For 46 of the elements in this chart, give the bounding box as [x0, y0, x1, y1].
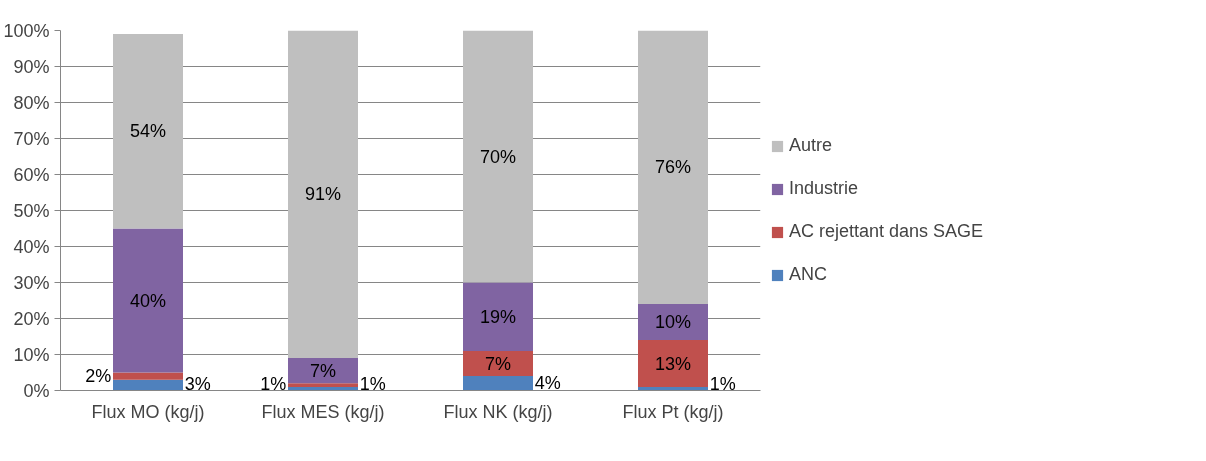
- data-label: 1%: [709, 374, 736, 395]
- data-label: 76%: [654, 157, 692, 178]
- y-tick-label: 20%: [13, 308, 50, 329]
- data-label: 1%: [260, 374, 287, 395]
- y-tick-label: 10%: [13, 344, 50, 365]
- data-label: 10%: [654, 312, 692, 333]
- data-label: 7%: [309, 360, 337, 381]
- x-tick-label: Flux MO (kg/j): [91, 401, 205, 422]
- y-tick-label: 40%: [13, 236, 50, 257]
- data-label: 7%: [484, 353, 512, 374]
- y-tick-label: 90%: [13, 56, 50, 77]
- data-label: 40%: [129, 290, 167, 311]
- bar: [113, 372, 183, 380]
- y-tick-label: 70%: [13, 128, 50, 149]
- bar: [113, 228, 183, 373]
- y-tick-label: 100%: [3, 20, 50, 41]
- data-label: 13%: [654, 353, 692, 374]
- x-tick-label: Flux Pt (kg/j): [622, 401, 724, 422]
- bar: [463, 282, 533, 351]
- legend-label: Autre: [789, 135, 833, 156]
- bar: [638, 30, 708, 305]
- bar: [113, 34, 183, 229]
- x-tick-label: Flux NK (kg/j): [443, 401, 553, 422]
- data-label: 1%: [359, 374, 386, 395]
- y-tick-label: 0%: [23, 380, 50, 401]
- bar: [288, 383, 358, 387]
- x-tick-label: Flux MES (kg/j): [261, 401, 385, 422]
- y-tick-label: 30%: [13, 272, 50, 293]
- data-label: 3%: [184, 374, 211, 395]
- bar: [463, 30, 533, 283]
- data-label: 2%: [85, 366, 112, 387]
- legend-label: ANC: [789, 264, 828, 285]
- y-tick-label: 60%: [13, 164, 50, 185]
- data-label: 91%: [304, 184, 342, 205]
- bar: [638, 340, 708, 387]
- data-label: 70%: [479, 146, 517, 167]
- bar: [288, 30, 358, 359]
- y-tick-label: 50%: [13, 200, 50, 221]
- data-label: 4%: [534, 373, 561, 394]
- legend-label: Industrie: [789, 178, 859, 199]
- bar: [113, 379, 183, 391]
- legend-label: AC rejettant dans SAGE: [789, 221, 984, 242]
- data-label: 54%: [129, 121, 167, 142]
- y-tick-label: 80%: [13, 92, 50, 113]
- data-label: 19%: [479, 306, 517, 327]
- bar: [463, 376, 533, 391]
